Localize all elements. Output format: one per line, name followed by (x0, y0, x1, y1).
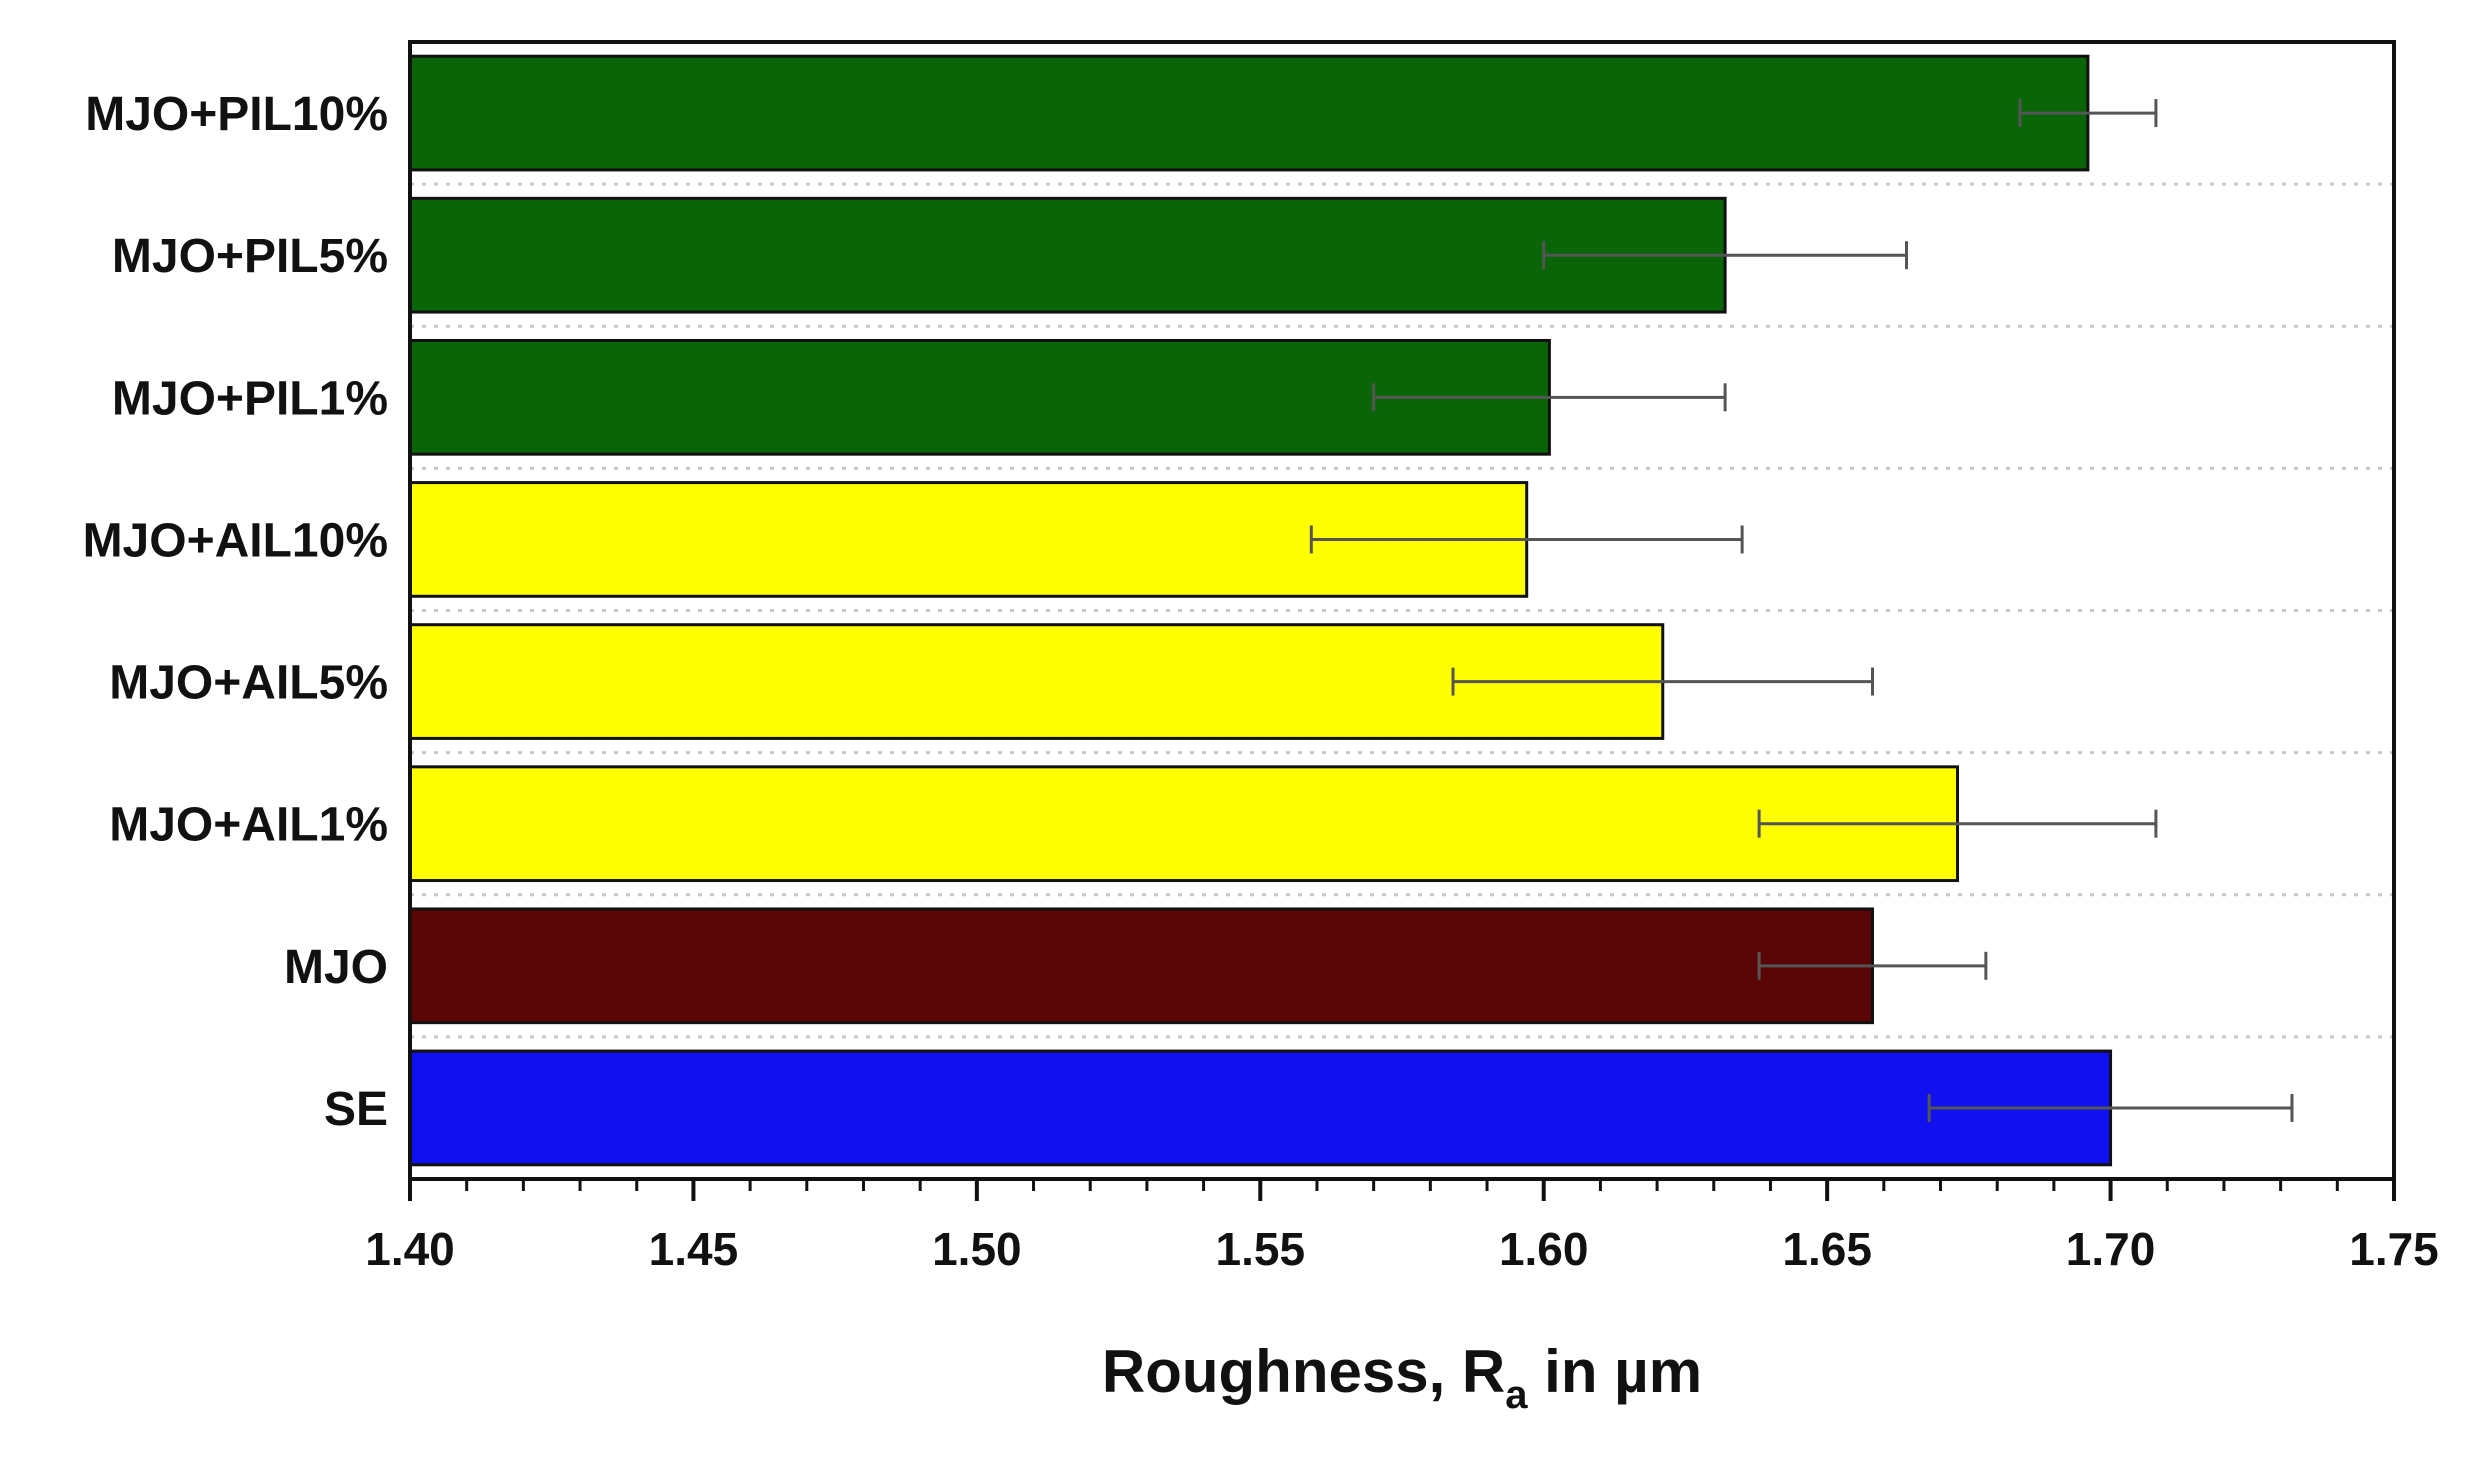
bars (408, 54, 2113, 1167)
category-label: MJO+PIL1% (112, 372, 388, 425)
x-axis-ticks (408, 1179, 2396, 1201)
category-label: MJO+PIL10% (85, 88, 388, 141)
x-tick-label: 1.70 (2066, 1223, 2156, 1275)
x-tick-label: 1.65 (1782, 1223, 1872, 1275)
bar (408, 338, 1551, 456)
x-tick-label: 1.75 (2349, 1223, 2439, 1275)
category-label: MJO+AIL5% (109, 657, 388, 710)
bar (408, 54, 2090, 172)
plot-frame (408, 40, 2396, 1181)
x-axis-title-unit: in µm (1528, 1338, 1703, 1405)
category-label: SE (324, 1083, 388, 1136)
x-axis-title-subscript: a (1505, 1373, 1528, 1417)
category-label: MJO+PIL5% (112, 230, 388, 283)
category-label: MJO (284, 941, 388, 994)
x-tick-label: 1.45 (649, 1223, 739, 1275)
bar (408, 196, 1727, 314)
bar (408, 765, 1960, 883)
x-tick-label: 1.55 (1216, 1223, 1306, 1275)
x-tick-label: 1.60 (1499, 1223, 1589, 1275)
bar (408, 907, 1874, 1025)
x-axis-title: Roughness, Ra in µm (1102, 1338, 1702, 1417)
x-tick-label: 1.50 (932, 1223, 1022, 1275)
x-tick-label: 1.40 (365, 1223, 455, 1275)
category-label: MJO+AIL1% (109, 799, 388, 852)
category-label: MJO+AIL10% (83, 514, 388, 567)
y-axis-category-labels: SE MJO MJO+AIL1% MJO+AIL5% MJO+AIL10% MJO+PIL… (83, 88, 388, 1136)
x-axis-tick-labels: 1.40 1.45 1.50 1.55 1.60 1.65 1.70 1.75 (365, 1223, 2439, 1275)
x-axis-title-main: Roughness, R (1102, 1338, 1505, 1405)
error-bars (1309, 99, 2294, 1122)
bar (408, 1049, 2113, 1167)
